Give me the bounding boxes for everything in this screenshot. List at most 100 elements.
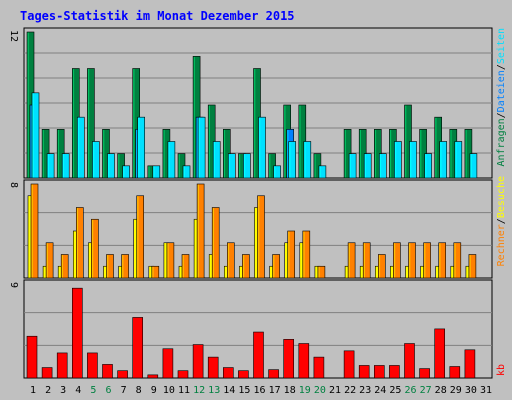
- x-tick-label-27: 27: [420, 385, 432, 396]
- x-tick-label-1: 1: [30, 385, 36, 396]
- y-axis-max-labels: 12 8 9: [8, 30, 19, 288]
- bar-rechner-30: [468, 254, 477, 279]
- bar-rechner-7: [121, 254, 129, 279]
- chart-title: Tages-Statistik im Monat Dezember 2015: [20, 9, 295, 23]
- bar-kb-17: [268, 369, 279, 379]
- bar-seiten-24: [378, 153, 387, 179]
- bar-seiten-5: [92, 141, 100, 179]
- bar-anfragen-5: [87, 68, 95, 179]
- bar-kb-29: [449, 366, 461, 379]
- bar-seiten-14: [228, 153, 236, 179]
- legend-kbytes: kb: [496, 364, 507, 376]
- bar-kb-2: [41, 367, 53, 379]
- bar-kb-4: [72, 287, 83, 379]
- bar-seiten-19: [303, 141, 312, 179]
- bar-seiten-23: [363, 153, 372, 179]
- bar-seiten-12: [197, 116, 206, 179]
- bar-rechner-29: [453, 242, 462, 279]
- y-max-label-visits: 8: [8, 182, 19, 188]
- bar-kb-25: [389, 365, 400, 379]
- bar-seiten-2: [46, 153, 55, 179]
- bar-seiten-10: [167, 141, 176, 179]
- bar-kb-20: [313, 356, 325, 379]
- bar-rechner-14: [227, 242, 235, 279]
- bar-seiten-27: [424, 153, 432, 179]
- x-tick-label-11: 11: [178, 385, 190, 396]
- legend-separator: /: [496, 64, 507, 70]
- legend-visits: Rechner/Besuche: [496, 176, 507, 266]
- bar-seiten-11: [182, 165, 191, 179]
- legend-besuche: Besuche: [496, 176, 507, 218]
- bar-kb-28: [434, 328, 446, 379]
- bar-rechner-27: [423, 242, 431, 279]
- bar-rechner-18: [287, 230, 296, 279]
- bar-rechner-17: [272, 254, 280, 279]
- bar-kb-14: [223, 367, 234, 379]
- bar-rechner-22: [347, 242, 356, 279]
- bar-seiten-7: [122, 165, 130, 179]
- bar-seiten-28: [439, 141, 448, 179]
- x-tick-label-9: 9: [151, 385, 157, 396]
- bar-rechner-4: [76, 207, 84, 279]
- bar-kb-8: [132, 317, 143, 379]
- bar-rechner-8: [136, 195, 144, 279]
- bar-kb-22: [343, 350, 355, 379]
- x-tick-label-7: 7: [121, 385, 127, 396]
- bar-kb-6: [102, 364, 113, 379]
- bar-seiten-30: [469, 153, 478, 179]
- x-tick-label-26: 26: [404, 385, 416, 396]
- bar-rechner-2: [45, 242, 54, 279]
- bar-kb-9: [147, 374, 159, 379]
- legend-dateien: Dateien: [496, 70, 507, 112]
- bar-kb-19: [298, 343, 310, 379]
- x-tick-label-29: 29: [450, 385, 462, 396]
- y-max-label-requests: 12: [8, 30, 19, 42]
- bar-kb-13: [207, 356, 219, 379]
- bar-seiten-16: [258, 116, 266, 179]
- bar-kb-23: [358, 365, 370, 379]
- bar-rechner-25: [393, 242, 401, 279]
- bar-seiten-3: [61, 153, 70, 179]
- bar-kb-16: [253, 331, 264, 379]
- x-tick-label-22: 22: [344, 385, 356, 396]
- bar-seiten-25: [394, 141, 402, 179]
- x-tick-label-24: 24: [374, 385, 386, 396]
- bar-rechner-11: [181, 254, 190, 279]
- bar-seiten-4: [77, 116, 85, 179]
- legend: Anfragen/Dateien/Seiten Rechner/Besuche …: [496, 28, 507, 376]
- bar-kb-1: [26, 335, 38, 379]
- x-tick-label-14: 14: [223, 385, 235, 396]
- bar-kb-7: [117, 370, 128, 379]
- bar-seiten-8: [137, 116, 145, 179]
- x-tick-label-5: 5: [90, 385, 96, 396]
- x-tick-label-2: 2: [45, 385, 51, 396]
- x-tick-label-17: 17: [269, 385, 281, 396]
- bar-kb-10: [162, 348, 174, 379]
- x-tick-label-28: 28: [435, 385, 447, 396]
- x-tick-label-10: 10: [163, 385, 175, 396]
- legend-rechner: Rechner: [496, 224, 507, 266]
- x-tick-label-16: 16: [253, 385, 265, 396]
- bar-kb-30: [464, 349, 476, 379]
- bar-kb-24: [373, 365, 385, 379]
- bar-kb-27: [419, 368, 430, 379]
- legend-kb: kb: [496, 364, 507, 376]
- bar-seiten-6: [107, 153, 115, 179]
- bar-rechner-13: [211, 207, 220, 279]
- bar-kb-5: [87, 352, 98, 379]
- x-tick-label-31: 31: [480, 385, 492, 396]
- bar-rechner-28: [438, 242, 447, 279]
- bar-rechner-26: [408, 242, 416, 279]
- bar-rechner-15: [242, 254, 250, 279]
- x-tick-label-25: 25: [389, 385, 401, 396]
- bar-rechner-23: [362, 242, 371, 279]
- y-max-label-kbytes: 9: [8, 282, 19, 288]
- x-tick-label-8: 8: [136, 385, 142, 396]
- bar-seiten-26: [409, 141, 417, 179]
- bar-seiten-29: [454, 141, 463, 179]
- legend-requests: Anfragen/Dateien/Seiten: [496, 28, 507, 167]
- bar-rechner-19: [302, 230, 311, 279]
- legend-separator: /: [496, 112, 507, 118]
- legend-separator: /: [496, 218, 507, 224]
